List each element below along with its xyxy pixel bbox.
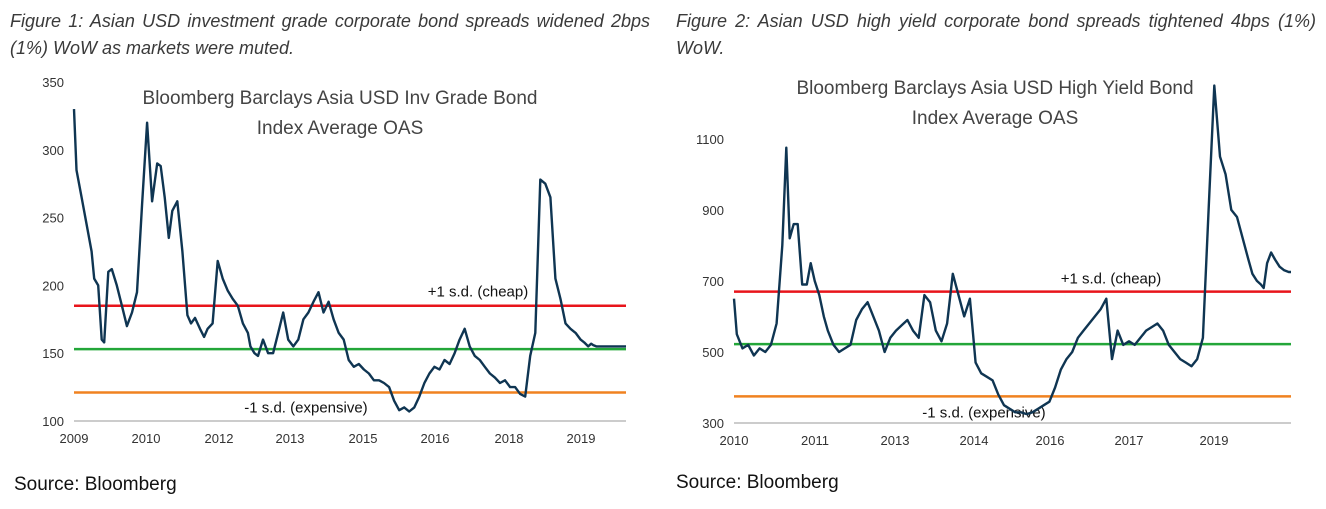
- chart-1-x-tick-label: 2012: [205, 431, 234, 446]
- figure-2-panel: Figure 2: Asian USD high yield corporate…: [668, 0, 1326, 509]
- chart-1-y-tick-label: 350: [42, 75, 64, 90]
- chart-1-x-tick-label: 2016: [421, 431, 450, 446]
- chart-2-x-tick-label: 2011: [801, 433, 829, 448]
- figure-1-caption: Figure 1: Asian USD investment grade cor…: [10, 11, 650, 58]
- hy-spread-chart: Bloomberg Barclays Asia USD High Yield B…: [696, 78, 1291, 448]
- chart-1-x-tick-label: 2013: [276, 431, 305, 446]
- chart-1-title-line-1: Bloomberg Barclays Asia USD Inv Grade Bo…: [143, 88, 538, 109]
- chart-1-x-tick-label: 2015: [349, 431, 378, 446]
- chart-2-y-tick-label: 700: [702, 274, 724, 289]
- chart-2-title-line-2: Index Average OAS: [912, 108, 1079, 129]
- figure-2-caption: Figure 2: Asian USD high yield corporate…: [676, 11, 1316, 58]
- chart-2-y-tick-label: 300: [702, 416, 724, 431]
- chart-2-y-tick-label: 900: [702, 203, 724, 218]
- chart-1-x-tick-label: 2018: [495, 431, 524, 446]
- chart-2-title-line-1: Bloomberg Barclays Asia USD High Yield B…: [796, 78, 1193, 99]
- chart-1-spread-series-line: [72, 109, 626, 413]
- ig-spread-chart: Bloomberg Barclays Asia USD Inv Grade Bo…: [42, 75, 626, 446]
- chart-1-y-tick-label: 200: [42, 278, 64, 293]
- chart-2-spread-series-line: [732, 84, 1291, 416]
- chart-2-y-tick-label: 500: [702, 345, 724, 360]
- figure-1-source: Source: Bloomberg: [14, 474, 177, 495]
- figure-2-source: Source: Bloomberg: [676, 472, 839, 493]
- figure-1-panel: Figure 1: Asian USD investment grade cor…: [0, 0, 660, 509]
- chart-1-x-tick-label: 2009: [60, 431, 89, 446]
- chart-1-reference-label: -1 s.d. (expensive): [244, 400, 367, 417]
- chart-2-x-tick-label: 2010: [720, 433, 749, 448]
- chart-2-reference-label: -1 s.d. (expensive): [922, 404, 1045, 421]
- chart-2-x-tick-label: 2016: [1036, 433, 1065, 448]
- chart-1-title-line-2: Index Average OAS: [257, 118, 424, 139]
- chart-2-reference-label: +1 s.d. (cheap): [1061, 271, 1161, 288]
- chart-1-reference-label: +1 s.d. (cheap): [428, 284, 528, 301]
- chart-1-y-tick-label: 250: [42, 211, 64, 226]
- chart-2-y-tick-label: 1100: [696, 132, 724, 147]
- chart-1-y-tick-label: 100: [42, 414, 64, 429]
- chart-2-x-tick-label: 2014: [960, 433, 989, 448]
- chart-1-x-tick-label: 2010: [132, 431, 161, 446]
- chart-1-y-tick-label: 150: [42, 346, 64, 361]
- chart-2-x-tick-label: 2013: [881, 433, 910, 448]
- chart-1-y-tick-label: 300: [42, 143, 64, 158]
- chart-1-x-tick-label: 2019: [567, 431, 596, 446]
- chart-2-x-tick-label: 2017: [1115, 433, 1144, 448]
- chart-2-x-tick-label: 2019: [1200, 433, 1229, 448]
